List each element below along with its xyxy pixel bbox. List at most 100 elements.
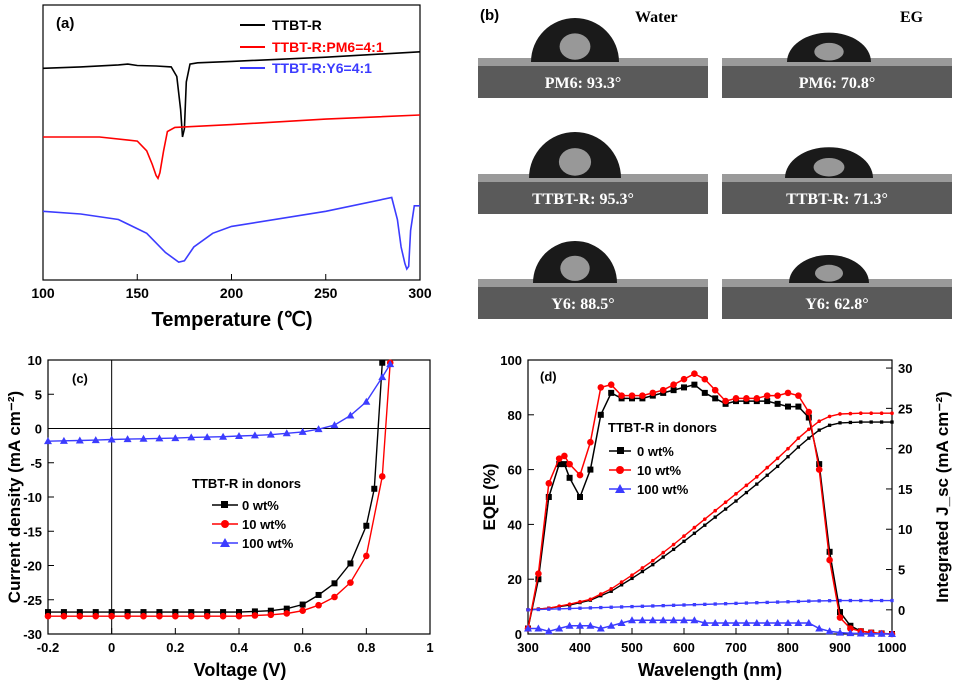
data-point	[75, 436, 84, 444]
jsc-point	[848, 598, 853, 603]
eqe-point	[566, 460, 573, 468]
ytick-label-c: -15	[23, 524, 42, 539]
col-header-eg: EG	[900, 9, 924, 26]
series-a-2	[43, 114, 421, 181]
eqe-point	[763, 392, 771, 399]
jsc-point	[609, 587, 614, 591]
jsc-point	[640, 604, 645, 608]
jsc-point	[869, 411, 874, 416]
jsc-point	[859, 420, 863, 424]
data-point	[45, 609, 51, 616]
jsc-point	[619, 605, 624, 609]
eqe-point	[784, 619, 792, 627]
eqe-point	[535, 576, 542, 583]
jsc-point	[786, 600, 790, 604]
eqe-point	[670, 387, 677, 394]
ytick-label-c: -5	[30, 456, 42, 471]
jsc-point	[661, 603, 665, 608]
series-line	[47, 363, 391, 442]
data-point	[108, 612, 115, 620]
xtick-label-c: 0	[108, 640, 115, 655]
data-point	[299, 607, 306, 615]
series-a-3	[42, 196, 420, 271]
data-point	[363, 522, 370, 529]
data-point	[92, 609, 99, 616]
legend-a-series-2: TTBT-R:PM6=4:1	[272, 39, 384, 55]
eqe-point	[732, 395, 740, 402]
eqe-point	[561, 452, 568, 460]
data-point	[44, 612, 52, 620]
jsc-point	[754, 475, 759, 479]
jsc-point	[713, 515, 717, 519]
eqe-point	[837, 609, 843, 616]
data-point	[219, 612, 227, 620]
eqe-point	[825, 627, 834, 635]
eqe-point	[701, 389, 708, 396]
panel-d-frame	[527, 359, 893, 635]
data-point	[60, 612, 68, 620]
ytick-label-d: 80	[508, 408, 522, 423]
panel-c-label: (c)	[72, 371, 88, 386]
eqe-point	[773, 619, 782, 627]
data-point	[44, 437, 52, 445]
jsc-point	[827, 599, 832, 603]
jsc-point	[734, 601, 738, 606]
data-point	[203, 612, 211, 620]
eqe-point	[659, 386, 667, 394]
jsc-point	[755, 482, 759, 486]
eqe-point	[867, 629, 876, 637]
jsc-point	[755, 601, 759, 605]
eqe-point	[576, 471, 584, 479]
data-point	[156, 612, 163, 620]
data-point	[60, 609, 67, 616]
eqe-point	[774, 400, 781, 407]
xtick-label-c: 0.2	[166, 640, 184, 655]
ytick-label-c: 0	[35, 422, 42, 437]
xtick-label-a: 100	[31, 285, 55, 301]
droplet-reflection	[560, 255, 590, 281]
data-point	[362, 397, 371, 405]
ytick-label-d: 60	[508, 463, 522, 478]
jsc-point	[807, 436, 811, 440]
eqe-point	[711, 386, 719, 394]
jsc-point	[817, 428, 821, 432]
data-point	[172, 609, 179, 616]
droplet-reflection	[558, 148, 592, 176]
jsc-point	[858, 411, 863, 416]
eqe-point	[795, 392, 802, 399]
data-point	[267, 611, 275, 619]
legend-d-10wt: 10 wt%	[637, 463, 682, 478]
jsc-point	[869, 420, 873, 424]
eqe-point	[576, 621, 584, 629]
jsc-point	[640, 566, 645, 570]
jsc-point	[775, 456, 780, 461]
eqe-point	[545, 480, 553, 487]
panel-a-xticks: 100 150 200 250 300	[31, 274, 432, 301]
contact-angle-image-y6-eg: Y6: 62.8°	[722, 255, 952, 319]
data-point	[124, 609, 131, 616]
jsc-point	[702, 517, 707, 521]
eqe-point	[586, 621, 595, 629]
eqe-point	[659, 616, 668, 624]
data-point	[282, 429, 291, 437]
xtick-label-d: 800	[777, 640, 799, 655]
panel-d-lines	[524, 370, 896, 638]
eqe-point	[618, 392, 625, 399]
series-a-1	[42, 51, 421, 138]
data-point	[378, 473, 386, 480]
eqe-point	[764, 398, 771, 405]
droplet-reflection	[813, 157, 845, 177]
eqe-point	[743, 395, 750, 402]
legend-d-0wt: 0 wt%	[637, 444, 674, 459]
xtick-label-a: 200	[220, 285, 244, 301]
jsc-point	[838, 412, 842, 416]
jsc-line	[527, 412, 892, 611]
jsc-point	[734, 499, 738, 503]
xtick-label-d: 400	[569, 640, 591, 655]
eqe-point	[565, 621, 574, 629]
jsc-series-0wt	[526, 420, 894, 612]
jsc-point	[786, 455, 790, 459]
eqe-point	[752, 619, 761, 627]
eqe-point	[545, 494, 552, 500]
